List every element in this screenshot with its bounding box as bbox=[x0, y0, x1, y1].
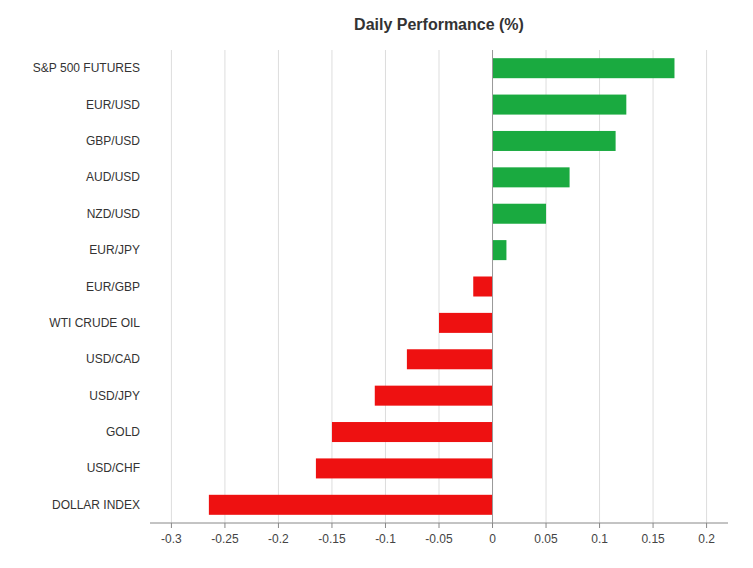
tick-label: 0 bbox=[489, 532, 496, 546]
tick-label: -0.05 bbox=[425, 532, 453, 546]
tick-mark bbox=[546, 523, 547, 528]
tick-mark bbox=[171, 523, 172, 528]
category-label: GOLD bbox=[106, 425, 140, 439]
tick-mark bbox=[653, 523, 654, 528]
bar bbox=[332, 422, 493, 442]
grid-line bbox=[706, 50, 707, 523]
bar bbox=[473, 276, 492, 296]
tick-label: 0.2 bbox=[698, 532, 715, 546]
category-label: S&P 500 FUTURES bbox=[33, 61, 140, 75]
bars bbox=[209, 58, 675, 515]
x-axis: -0.3 -0.25 -0.2 -0.15 -0.1 -0.05 0 0.05 0.1 0.15 0… bbox=[150, 523, 728, 546]
bar bbox=[493, 204, 547, 224]
grid-line bbox=[492, 50, 493, 523]
category-label: USD/CHF bbox=[87, 461, 140, 475]
tick-label: -0.2 bbox=[268, 532, 289, 546]
chart-title: Daily Performance (%) bbox=[354, 16, 524, 33]
grid-line bbox=[439, 50, 440, 523]
category-label: USD/CAD bbox=[86, 352, 140, 366]
category-label: WTI CRUDE OIL bbox=[49, 316, 140, 330]
bar bbox=[209, 495, 493, 515]
bar bbox=[375, 386, 493, 406]
category-label: EUR/GBP bbox=[86, 280, 140, 294]
grid-line bbox=[331, 50, 332, 523]
y-axis: S&P 500 FUTURES EUR/USD GBP/USD AUD/USD NZD/… bbox=[33, 61, 140, 512]
bar bbox=[439, 313, 493, 333]
grid-line bbox=[599, 50, 600, 523]
category-label: USD/JPY bbox=[89, 389, 140, 403]
bar bbox=[493, 58, 675, 78]
tick-label: 0.1 bbox=[591, 532, 608, 546]
tick-label: -0.3 bbox=[161, 532, 182, 546]
tick-mark bbox=[706, 523, 707, 528]
grid-line bbox=[546, 50, 547, 523]
chart-svg: -0.3 -0.25 -0.2 -0.15 -0.1 -0.05 0 0.05 0.1 0.15 0… bbox=[0, 0, 753, 568]
tick-label: -0.25 bbox=[211, 532, 239, 546]
bar bbox=[407, 349, 493, 369]
category-label: AUD/USD bbox=[86, 170, 140, 184]
tick-mark bbox=[599, 523, 600, 528]
tick-label: 0.05 bbox=[534, 532, 558, 546]
tick-label: 0.15 bbox=[641, 532, 665, 546]
category-label: EUR/USD bbox=[86, 98, 140, 112]
grid-line bbox=[278, 50, 279, 523]
tick-mark bbox=[385, 523, 386, 528]
tick-label: -0.15 bbox=[318, 532, 346, 546]
tick-mark bbox=[331, 523, 332, 528]
bar bbox=[493, 240, 507, 260]
tick-label: -0.1 bbox=[375, 532, 396, 546]
axis-line bbox=[150, 523, 728, 524]
tick-mark bbox=[439, 523, 440, 528]
category-label: DOLLAR INDEX bbox=[52, 498, 140, 512]
grid-line bbox=[171, 50, 172, 523]
tick-mark bbox=[278, 523, 279, 528]
grid bbox=[171, 50, 706, 523]
category-label: EUR/JPY bbox=[89, 243, 140, 257]
grid-line bbox=[385, 50, 386, 523]
category-label: GBP/USD bbox=[86, 134, 140, 148]
grid-line bbox=[224, 50, 225, 523]
bar bbox=[316, 458, 493, 478]
grid-line bbox=[653, 50, 654, 523]
bar bbox=[493, 95, 627, 115]
chart-container: -0.3 -0.25 -0.2 -0.15 -0.1 -0.05 0 0.05 0.1 0.15 0… bbox=[0, 0, 753, 568]
category-label: NZD/USD bbox=[87, 207, 141, 221]
zero-line bbox=[492, 50, 493, 523]
bar bbox=[493, 167, 570, 187]
bar bbox=[493, 131, 616, 151]
tick-mark bbox=[224, 523, 225, 528]
tick-mark bbox=[492, 523, 493, 528]
